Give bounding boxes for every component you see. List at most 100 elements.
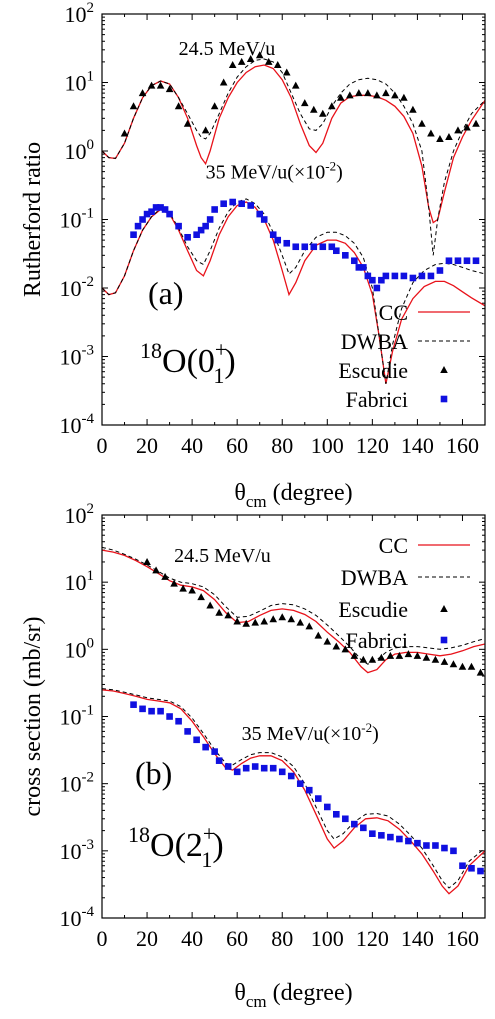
y-tick-base: 10 — [60, 208, 82, 233]
escudie-point — [427, 129, 435, 137]
fabrici-point — [256, 210, 264, 218]
dwba-line — [102, 546, 485, 665]
fabrici-point — [314, 795, 322, 802]
annotation-text: 35 MeV/u(×10 — [242, 723, 362, 745]
fabrici-point — [260, 764, 268, 772]
x-axis-title-sub: cm — [246, 992, 267, 1011]
annotation-text: 24.5 MeV/u — [174, 545, 271, 567]
fabrici-point — [215, 757, 223, 764]
x-axis-title-sub: cm — [246, 492, 267, 511]
escudie-point — [282, 68, 291, 76]
fabrici-point — [166, 210, 173, 218]
legend-label: Escudie — [338, 358, 408, 383]
fabrici-point — [418, 272, 426, 280]
fabrici-point — [436, 267, 444, 274]
panel-b: 0 20 40 60 80 100 120 140 16010210110010-110-210… — [20, 501, 486, 1011]
y-tick-base: 10 — [60, 705, 82, 730]
energy-annotation: 35 MeV/u(×10-2) — [206, 158, 343, 183]
escudie-point — [413, 651, 422, 659]
x-tick-label: 160 — [446, 926, 479, 951]
x-tick-label: 120 — [356, 433, 389, 458]
escudie-point — [237, 57, 246, 65]
nucleus-close-paren: ) — [224, 343, 235, 380]
fabrici-point — [242, 764, 250, 772]
escudie-point — [386, 651, 395, 659]
fabrici-point — [364, 272, 372, 280]
escudie-point — [170, 579, 178, 587]
x-tick-label: 0 — [97, 926, 108, 951]
escudie-point — [476, 668, 485, 676]
escudie-point — [210, 102, 219, 110]
legend-label: CC — [379, 300, 408, 325]
nucleus-label: 18O(0+ 1) — [140, 337, 236, 388]
legend-marker-sample — [440, 605, 448, 612]
fabrici-point — [301, 243, 309, 251]
escudie-point — [233, 617, 241, 625]
escudie-point — [377, 653, 386, 661]
nucleus-open-paren: ( — [175, 827, 186, 864]
fabrici-point — [355, 264, 363, 271]
y-tick-exp: 2 — [87, 501, 95, 517]
cc-line — [102, 689, 485, 895]
annotation-text: 35 MeV/u(×10 — [206, 161, 326, 183]
nucleus-index: 1 — [213, 363, 224, 388]
y-tick-base: 10 — [60, 839, 82, 864]
y-tick-base: 10 — [65, 2, 87, 27]
y-tick-base: 10 — [65, 71, 87, 96]
fabrici-point — [391, 272, 399, 280]
y-tick-label: 10-1 — [60, 703, 95, 730]
fabrici-point — [269, 231, 277, 238]
fabrici-point — [333, 810, 340, 818]
fabrici-point — [477, 867, 484, 875]
y-tick-label: 102 — [65, 501, 95, 528]
y-tick-base: 10 — [60, 413, 82, 438]
fabrici-point — [193, 736, 200, 744]
escudie-point — [436, 134, 444, 142]
fabrici-point — [175, 717, 182, 725]
panel-a: 0 20 40 60 80 100 120 140 16010210110010-110-210… — [20, 0, 486, 511]
nucleus-mass: 18 — [128, 822, 150, 847]
fabrici-point — [260, 216, 268, 223]
legend-label: Escudie — [338, 597, 408, 622]
y-tick-label: 100 — [65, 635, 95, 662]
nucleus-state: 0 — [198, 343, 215, 380]
x-tick-label: 60 — [226, 433, 248, 458]
nucleus-mass: 18 — [140, 338, 162, 363]
annotation-sup: -2 — [325, 158, 336, 173]
panel-label: (b) — [135, 755, 172, 791]
escudie-point — [224, 611, 232, 619]
fabrici-point — [305, 786, 313, 794]
fabrici-point — [224, 763, 232, 770]
fabrici-point — [130, 701, 137, 708]
fabrici-point — [373, 284, 381, 292]
escudie-point — [418, 119, 426, 127]
y-tick-base: 10 — [65, 570, 87, 595]
escudie-point — [161, 572, 169, 580]
x-tick-label: 60 — [226, 926, 248, 951]
escudie-point — [323, 637, 332, 645]
fabrici-point — [269, 764, 277, 772]
y-tick-exp: 1 — [87, 69, 95, 85]
y-tick-label: 10-3 — [60, 343, 95, 370]
y-tick-exp: 0 — [87, 635, 95, 651]
fabrici-point — [310, 243, 318, 251]
energy-annotation: 35 MeV/u(×10-2) — [242, 720, 379, 745]
escudie-point — [219, 78, 228, 86]
escudie-point — [445, 133, 453, 141]
fabrici-point — [139, 216, 146, 223]
energy-annotation: 24.5 MeV/u — [179, 38, 276, 60]
fabrici-point — [148, 208, 155, 215]
escudie-point — [350, 651, 359, 659]
escudie-point — [364, 89, 372, 97]
fabrici-point — [396, 835, 403, 843]
y-tick-exp: -4 — [82, 411, 95, 427]
fabrici-point — [184, 233, 191, 241]
fabrici-point — [423, 842, 430, 849]
escudie-point — [463, 123, 471, 131]
plot-frame — [101, 13, 486, 426]
x-tick-label: 20 — [136, 926, 158, 951]
escudie-point — [467, 662, 476, 670]
escudie-point — [355, 89, 363, 97]
escudie-point — [246, 55, 255, 63]
